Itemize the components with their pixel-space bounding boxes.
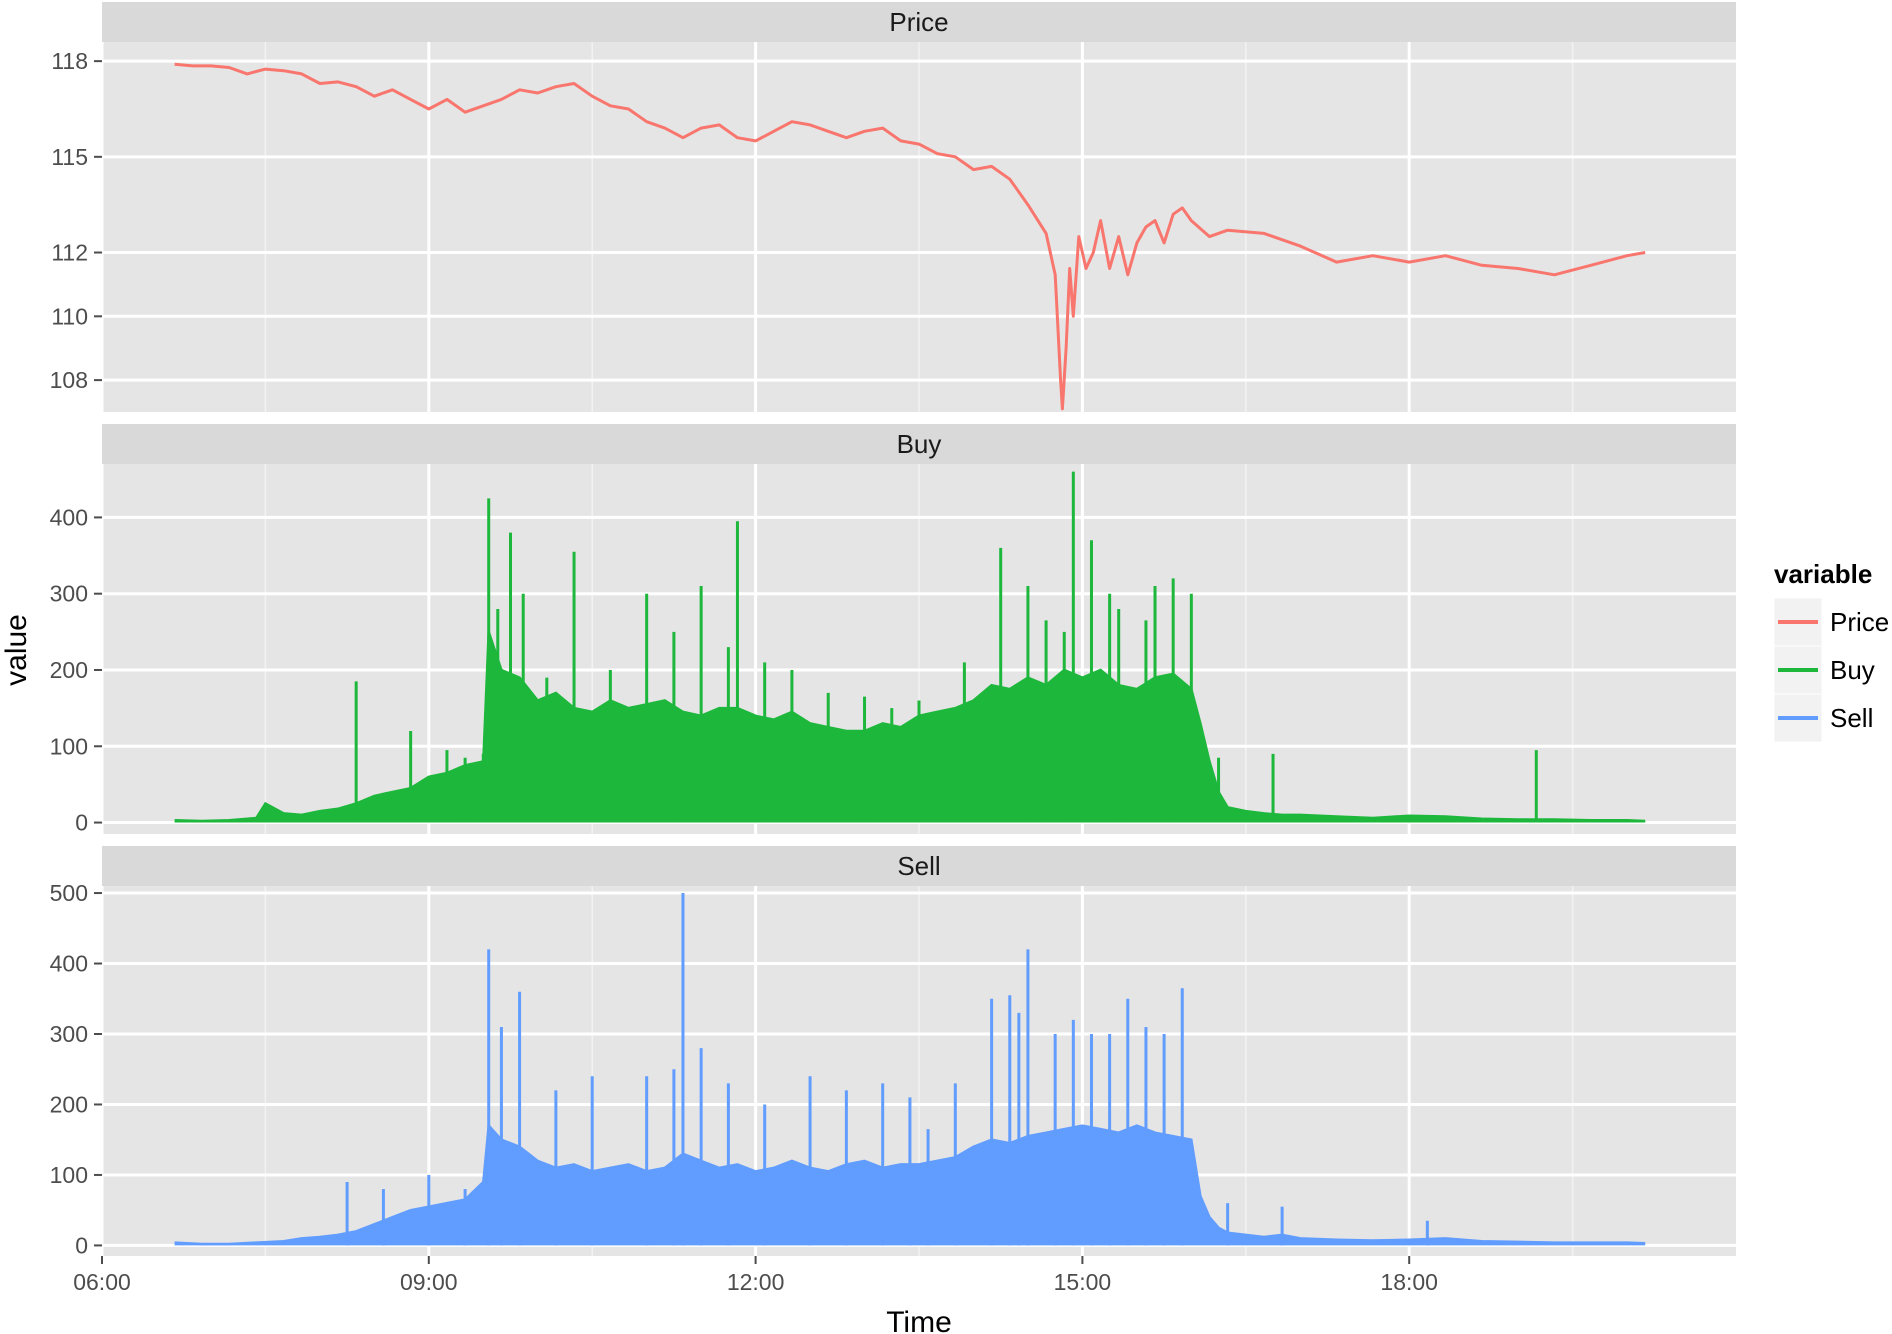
series-area-buy <box>174 631 1646 823</box>
facet-strip-label: Sell <box>897 851 940 881</box>
y-tick-label: 108 <box>50 367 88 393</box>
legend-item-buy: Buy <box>1773 645 1875 695</box>
y-tick-label: 500 <box>50 880 88 906</box>
legend-item-price: Price <box>1773 597 1889 647</box>
facet-sell: Sell 0 100 200 300 400 500 <box>50 846 1736 1258</box>
legend-title: variable <box>1774 559 1872 589</box>
y-tick-label: 118 <box>51 48 88 74</box>
facet-strip <box>102 846 1736 886</box>
legend-label: Buy <box>1830 655 1875 685</box>
y-tick-label: 400 <box>50 504 88 530</box>
facet-buy: Buy 0 100 200 300 400 <box>50 424 1736 836</box>
y-tick-label: 110 <box>51 303 88 329</box>
y-tick-label: 100 <box>50 733 88 759</box>
legend-item-sell: Sell <box>1773 693 1873 743</box>
x-axis-title: Time <box>886 1306 952 1334</box>
facet-panels: Price108110112115118Buy0100200300400Sell… <box>50 2 1736 1258</box>
x-tick-label: 09:00 <box>400 1269 458 1295</box>
y-tick-label: 112 <box>51 240 88 266</box>
x-tick-label: 12:00 <box>727 1269 785 1295</box>
y-tick-label: 400 <box>50 951 88 977</box>
legend-label: Sell <box>1830 703 1873 733</box>
y-tick-label: 0 <box>75 810 88 836</box>
x-tick-label: 15:00 <box>1054 1269 1112 1295</box>
y-tick-label: 115 <box>51 144 88 170</box>
y-tick-label: 200 <box>50 657 88 683</box>
facet-strip <box>102 2 1736 42</box>
facet-price: Price 108 110 112 115 118 <box>50 2 1736 412</box>
y-tick-label: 100 <box>50 1162 88 1188</box>
y-tick-label: 200 <box>50 1091 88 1117</box>
series-line-buy <box>174 631 1646 823</box>
series-line-price <box>174 62 1646 411</box>
facet-strip-label: Price <box>889 7 948 37</box>
y-axis-title: value <box>0 614 33 686</box>
x-tick-label: 06:00 <box>73 1269 131 1295</box>
y-tick-label: 300 <box>50 1021 88 1047</box>
y-tick-label: 0 <box>75 1232 88 1258</box>
x-tick-label: 18:00 <box>1380 1269 1438 1295</box>
series-line-sell <box>174 1122 1646 1246</box>
x-axis: 06:00 09:00 12:00 15:00 18:00 <box>73 1256 1438 1295</box>
y-tick-label: 300 <box>50 581 88 607</box>
legend-label: Price <box>1830 607 1889 637</box>
legend: variable Price Buy Sell <box>1773 559 1889 743</box>
facet-strip-label: Buy <box>897 429 942 459</box>
facet-strip <box>102 424 1736 464</box>
